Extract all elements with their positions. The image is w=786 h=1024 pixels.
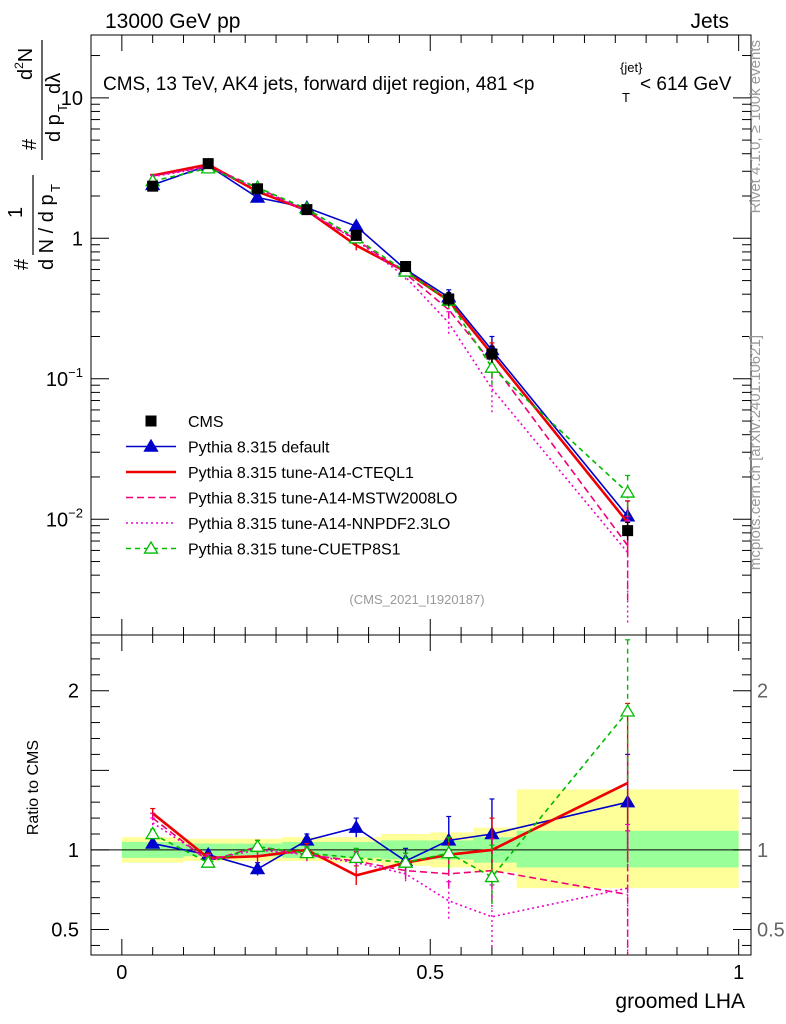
- ratio-point: [397, 854, 414, 868]
- y-label-dpt: d p: [43, 114, 65, 142]
- x-axis-label: groomed LHA: [615, 990, 745, 1013]
- rivet-version-text: Rivet 4.1.0, ≥ 100k events: [747, 40, 764, 213]
- x-tick-label-2: 1: [733, 962, 744, 984]
- main-point: [301, 204, 313, 216]
- y-label-d: d: [15, 69, 37, 80]
- ratio-y-tick-label-right-0: 0.5: [757, 920, 785, 942]
- ratio-point: [441, 845, 457, 859]
- main-y-tick-label-0: 10−2: [46, 505, 83, 531]
- main-series-4: [145, 160, 636, 517]
- y-label-one: 1: [5, 207, 27, 218]
- main-y-tick-label-exp: −1: [68, 365, 83, 380]
- process-label: Jets: [690, 10, 729, 33]
- ratio-point: [249, 838, 266, 852]
- x-tick-label-0: 0: [116, 962, 127, 984]
- plot-title-pt: p: [524, 74, 535, 95]
- main-point: [486, 348, 498, 360]
- legend-entry-2: Pythia 8.315 tune-A14-CTEQL1: [126, 465, 414, 482]
- ratio-point: [348, 819, 364, 833]
- ratio-point: [299, 845, 315, 859]
- y-label-d2N-sup: 2: [12, 62, 26, 69]
- legend-entry-1: Pythia 8.315 default: [126, 438, 330, 457]
- ratio-y-tick-label-0: 0.5: [51, 920, 79, 942]
- legend-entry-5: Pythia 8.315 tune-CUETP8S1: [126, 540, 401, 559]
- main-point: [147, 180, 159, 192]
- ratio-point: [200, 854, 216, 868]
- main-series-group: [145, 157, 636, 624]
- y-label-dN-sub: T: [48, 184, 63, 192]
- main-point: [443, 293, 455, 305]
- ratio-uncertainty-bands: [121, 789, 739, 889]
- main-y-tick-label-2: 1: [72, 228, 83, 250]
- ratio-point: [348, 850, 364, 864]
- main-point: [484, 359, 500, 373]
- legend-label-3: Pythia 8.315 tune-A14-MSTW2008LO: [188, 491, 457, 508]
- y-label-dN: d N / d p: [36, 194, 58, 270]
- ratio-y-tick-label-2: 2: [68, 681, 79, 703]
- plot-title-tail: < 614 GeV: [640, 74, 732, 95]
- legend-label-0: CMS: [188, 414, 224, 431]
- legend-label-1: Pythia 8.315 default: [188, 440, 330, 457]
- main-point: [249, 189, 266, 203]
- legend-marker-5: [143, 540, 159, 554]
- y-label-hash1: #: [11, 258, 33, 270]
- legend-marker-1: [143, 438, 159, 452]
- y-label-dpt-sub: T: [55, 104, 70, 112]
- main-y-tick-label-base: 10: [46, 509, 68, 531]
- main-y-tick-label-exp: −2: [68, 505, 83, 520]
- plot-title-subscript: T: [622, 90, 630, 105]
- ratio-y-axis-label: Ratio to CMS: [25, 740, 42, 835]
- main-point: [400, 260, 412, 272]
- ratio-series-group: [145, 639, 636, 955]
- legend-entry-3: Pythia 8.315 tune-A14-MSTW2008LO: [126, 491, 457, 508]
- main-y-tick-label-base: 10: [46, 369, 68, 391]
- legend-entry-4: Pythia 8.315 tune-A14-NNPDF2.3LO: [126, 516, 450, 533]
- main-point: [622, 525, 634, 537]
- legend-label-5: Pythia 8.315 tune-CUETP8S1: [188, 542, 401, 559]
- ratio-y-tick-label-right-2: 2: [757, 681, 768, 703]
- main-y-tick-label-3: 10: [61, 88, 83, 110]
- x-tick-label-1: 0.5: [416, 962, 444, 984]
- ratio-axis-ticks: 0.5 0.5 1 1 2 2 0 0.5 1: [51, 635, 785, 984]
- energy-label: 13000 GeV pp: [105, 10, 240, 33]
- ratio-point: [145, 826, 161, 840]
- ratio-plot-frame: [90, 634, 752, 956]
- legend-label-2: Pythia 8.315 tune-A14-CTEQL1: [188, 465, 414, 482]
- main-point: [202, 158, 214, 170]
- plot-title: CMS, 13 TeV, AK4 jets, forward dijet reg…: [103, 74, 534, 95]
- ratio-point: [249, 861, 266, 875]
- ratio-point: [145, 835, 161, 849]
- legend-marker-0: [145, 415, 157, 427]
- legend-entry-0: CMS: [145, 414, 224, 431]
- plot-title-superscript: {jet}: [620, 60, 643, 75]
- main-series-5: [147, 158, 634, 541]
- ratio-y-tick-label-right-1: 1: [757, 840, 768, 862]
- main-point: [252, 183, 264, 195]
- main-line-4: [152, 167, 629, 494]
- main-y-axis-label: # 1 d N / d p T # d2N d p T dλ: [5, 40, 70, 270]
- legend: CMS Pythia 8.315 default Pythia 8.315 tune…: [126, 414, 457, 559]
- main-line-0: [152, 164, 629, 517]
- main-series-2: [150, 164, 631, 604]
- y-label-N: N: [15, 48, 37, 62]
- main-point: [619, 484, 636, 498]
- ratio-y-tick-label-1: 1: [68, 840, 79, 862]
- main-y-tick-label-1: 10−1: [46, 365, 83, 391]
- main-point: [350, 229, 362, 241]
- ratio-point: [619, 703, 636, 717]
- y-label-dlambda: dλ: [43, 73, 65, 94]
- ratio-point: [484, 869, 500, 883]
- y-label-d2N: d2N: [12, 48, 37, 80]
- legend-label-4: Pythia 8.315 tune-A14-NNPDF2.3LO: [188, 516, 450, 533]
- mcplots-text: mcplots.cern.ch [arXiv:2401.10621]: [747, 335, 764, 570]
- ratio-series-4: [145, 639, 636, 909]
- plot-title-main: CMS, 13 TeV, AK4 jets, forward dijet reg…: [103, 74, 524, 95]
- main-line-2: [152, 165, 629, 547]
- analysis-id: (CMS_2021_I1920187): [349, 592, 484, 607]
- y-label-hash2: #: [19, 138, 41, 150]
